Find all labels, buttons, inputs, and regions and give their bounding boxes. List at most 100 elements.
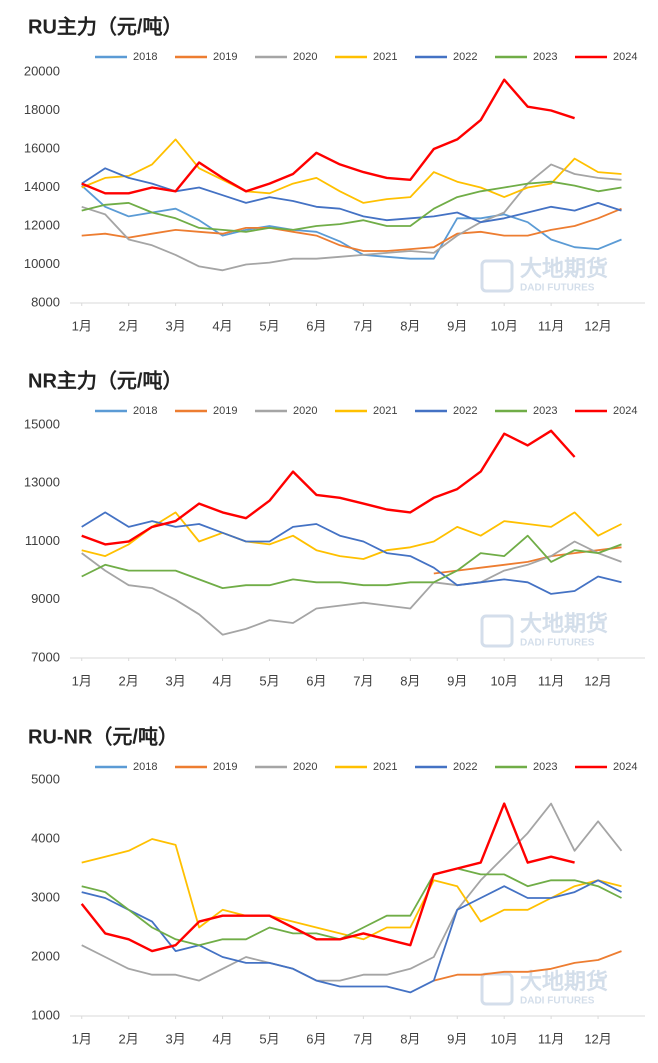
legend-label: 2024 xyxy=(613,761,637,773)
x-tick-label: 9月 xyxy=(447,1031,467,1046)
legend-label: 2018 xyxy=(133,405,157,417)
x-tick-label: 10月 xyxy=(490,318,517,333)
legend-label: 2024 xyxy=(613,405,637,417)
series-line xyxy=(81,78,575,195)
x-tick-label: 2月 xyxy=(119,673,139,688)
watermark-en: DADI FUTURES xyxy=(520,283,595,294)
y-tick-label: 10000 xyxy=(24,256,60,271)
y-tick-label: 13000 xyxy=(24,475,60,490)
y-tick-label: 15000 xyxy=(24,416,60,431)
legend-label: 2022 xyxy=(453,405,477,417)
y-tick-label: 8000 xyxy=(31,294,60,309)
legend-label: 2018 xyxy=(133,761,157,773)
x-tick-label: 1月 xyxy=(72,1031,92,1046)
series-line xyxy=(81,534,622,589)
x-tick-label: 12月 xyxy=(584,673,611,688)
chart-title: NR主力（元/吨） xyxy=(28,368,182,392)
legend-label: 2020 xyxy=(293,405,317,417)
legend-label: 2021 xyxy=(373,405,397,417)
x-tick-label: 3月 xyxy=(165,673,185,688)
x-tick-label: 7月 xyxy=(353,1031,373,1046)
x-tick-label: 2月 xyxy=(119,318,139,333)
x-tick-label: 9月 xyxy=(447,673,467,688)
watermark-cn: 大地期货 xyxy=(520,969,608,994)
x-tick-label: 7月 xyxy=(353,318,373,333)
y-tick-label: 1000 xyxy=(31,1007,60,1022)
legend-label: 2020 xyxy=(293,761,317,773)
y-tick-label: 7000 xyxy=(31,649,60,664)
legend-label: 2021 xyxy=(373,51,397,63)
watermark-cn: 大地期货 xyxy=(520,256,608,281)
x-tick-label: 12月 xyxy=(584,318,611,333)
legend-label: 2023 xyxy=(533,405,557,417)
x-tick-label: 6月 xyxy=(306,673,326,688)
x-tick-label: 4月 xyxy=(212,1031,232,1046)
x-tick-label: 8月 xyxy=(400,673,420,688)
watermark-en: DADI FUTURES xyxy=(520,996,595,1007)
y-tick-label: 12000 xyxy=(24,217,60,232)
watermark: 大地期货 DADI FUTURES xyxy=(480,256,608,294)
y-tick-label: 9000 xyxy=(31,591,60,606)
series-line xyxy=(433,950,622,982)
legend-label: 2020 xyxy=(293,51,317,63)
x-tick-label: 11月 xyxy=(538,673,565,688)
x-tick-label: 4月 xyxy=(212,673,232,688)
series-line xyxy=(81,167,622,224)
legend-label: 2019 xyxy=(213,405,237,417)
series-line xyxy=(81,138,622,204)
x-tick-label: 7月 xyxy=(353,673,373,688)
x-tick-label: 4月 xyxy=(212,318,232,333)
watermark: 大地期货 DADI FUTURES xyxy=(480,611,608,649)
x-tick-label: 11月 xyxy=(538,1031,565,1046)
watermark-cn: 大地期货 xyxy=(520,611,608,636)
x-tick-label: 2月 xyxy=(119,1031,139,1046)
series-line xyxy=(81,802,623,982)
watermark-logo xyxy=(480,259,514,293)
series-line xyxy=(433,546,622,575)
series-line xyxy=(81,540,622,636)
y-tick-label: 3000 xyxy=(31,889,60,904)
legend-label: 2018 xyxy=(133,51,157,63)
x-tick-label: 9月 xyxy=(447,318,467,333)
y-tick-label: 20000 xyxy=(24,63,60,78)
x-tick-label: 12月 xyxy=(584,1031,611,1046)
y-tick-label: 18000 xyxy=(24,102,60,117)
series-line xyxy=(81,511,622,595)
legend-label: 2023 xyxy=(533,51,557,63)
series-line xyxy=(81,163,622,272)
y-tick-label: 5000 xyxy=(31,771,60,786)
legend-label: 2019 xyxy=(213,51,237,63)
series-line xyxy=(81,429,576,546)
x-tick-label: 1月 xyxy=(72,673,92,688)
x-tick-label: 3月 xyxy=(165,318,185,333)
legend-label: 2024 xyxy=(613,51,637,63)
watermark-en: DADI FUTURES xyxy=(520,638,595,649)
chart-title: RU主力（元/吨） xyxy=(28,14,182,38)
series-line xyxy=(81,511,622,560)
series-line xyxy=(81,180,622,233)
y-tick-label: 2000 xyxy=(31,948,60,963)
x-tick-label: 8月 xyxy=(400,1031,420,1046)
x-tick-label: 10月 xyxy=(490,673,517,688)
watermark: 大地期货 DADI FUTURES xyxy=(480,969,608,1007)
series-line xyxy=(80,802,575,953)
x-tick-label: 6月 xyxy=(306,318,326,333)
x-tick-label: 8月 xyxy=(400,318,420,333)
watermark-logo xyxy=(480,972,514,1006)
series-line xyxy=(81,838,622,941)
x-tick-label: 6月 xyxy=(306,1031,326,1046)
legend-label: 2021 xyxy=(373,761,397,773)
series-line xyxy=(81,207,622,252)
watermark-logo xyxy=(480,614,514,648)
x-tick-label: 5月 xyxy=(259,318,279,333)
y-tick-label: 11000 xyxy=(25,533,60,548)
legend-label: 2019 xyxy=(213,761,237,773)
x-tick-label: 3月 xyxy=(165,1031,185,1046)
series-line xyxy=(81,867,622,947)
chart-title: RU-NR（元/吨） xyxy=(28,724,178,748)
legend-label: 2022 xyxy=(453,761,477,773)
y-tick-label: 4000 xyxy=(31,830,60,845)
legend-label: 2023 xyxy=(533,761,557,773)
y-tick-label: 14000 xyxy=(24,179,60,194)
